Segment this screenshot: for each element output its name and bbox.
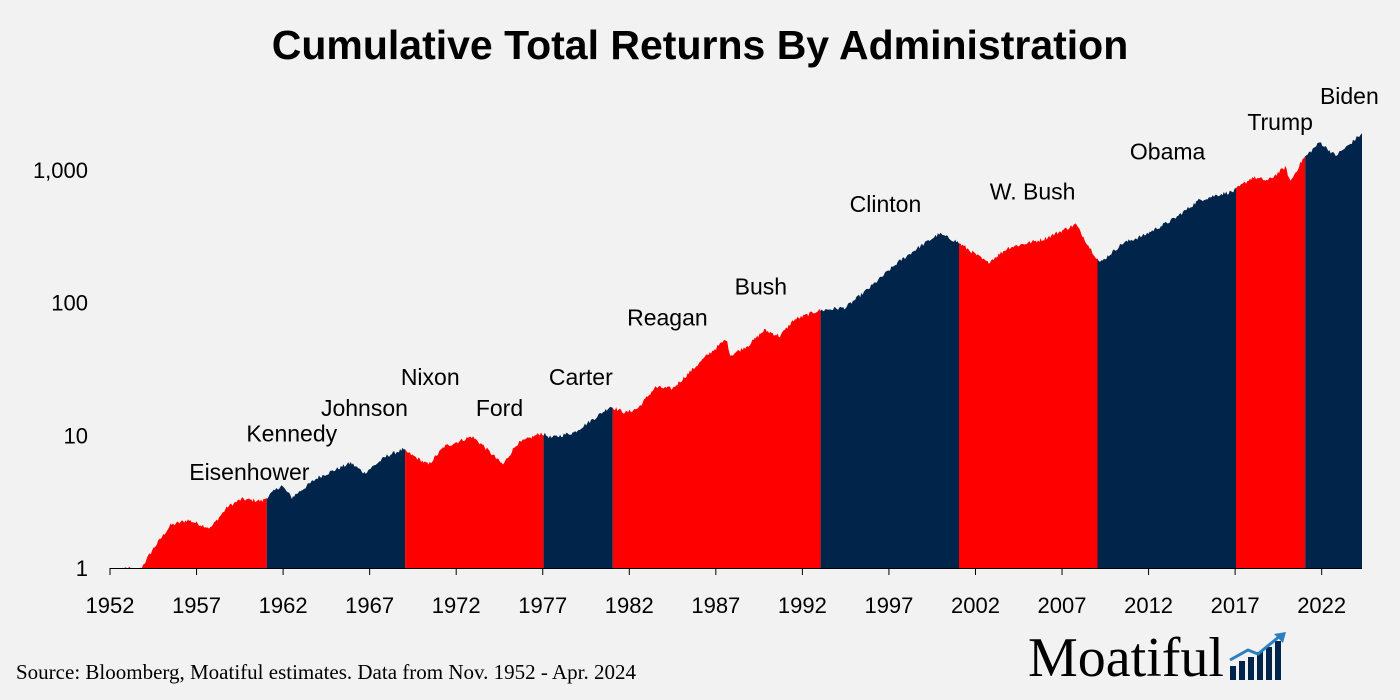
administration-area <box>124 497 267 568</box>
administration-area <box>1305 133 1362 568</box>
administration-label: Reagan <box>627 305 708 331</box>
administration-label: Kennedy <box>246 420 337 446</box>
x-axis-ticks: 1952 1957 1962 1967 1972 1977 1982 1987 1992 1997… <box>86 568 1362 618</box>
administration-label: Clinton <box>850 191 922 217</box>
x-tick-label: 1997 <box>864 593 913 618</box>
y-tick-label: 1 <box>76 556 88 581</box>
x-tick-label: 1957 <box>172 593 221 618</box>
administration-area <box>405 432 544 568</box>
y-tick-label: 100 <box>51 291 88 316</box>
administration-label: Eisenhower <box>189 459 310 485</box>
administration-area <box>820 232 959 569</box>
x-tick-label: 2012 <box>1124 593 1173 618</box>
administration-label: Nixon <box>401 364 460 390</box>
administration-fills <box>124 133 1362 569</box>
x-tick-label: 2007 <box>1038 593 1087 618</box>
administration-area <box>612 308 821 568</box>
x-tick-label: 1962 <box>259 593 308 618</box>
administration-area <box>1236 156 1306 568</box>
x-tick-label: 1977 <box>518 593 567 618</box>
administration-label: Biden <box>1320 83 1379 109</box>
x-tick-label: 1967 <box>345 593 394 618</box>
administration-area <box>959 223 1098 568</box>
administration-label: Ford <box>476 395 523 421</box>
administration-area <box>1097 188 1236 569</box>
x-tick-label: 2002 <box>951 593 1000 618</box>
y-axis-ticks: 1 10 100 1,000 <box>33 158 88 581</box>
x-tick-label: 2022 <box>1297 593 1346 618</box>
moatiful-logo: Moatiful <box>1028 628 1292 688</box>
y-tick-label: 1,000 <box>33 158 88 183</box>
administration-label: Obama <box>1130 138 1206 164</box>
administration-label: Carter <box>549 364 613 390</box>
logo-wordmark: Moatiful <box>1028 627 1224 689</box>
chart-title: Cumulative Total Returns By Administrati… <box>271 22 1129 68</box>
x-tick-label: 2017 <box>1211 593 1260 618</box>
administration-label: Trump <box>1247 109 1313 135</box>
source-note: Source: Bloomberg, Moatiful estimates. D… <box>16 660 636 684</box>
administration-label: W. Bush <box>990 178 1076 204</box>
bar-chart-logo-icon <box>1229 632 1286 680</box>
x-tick-label: 1982 <box>605 593 654 618</box>
x-tick-label: 1992 <box>778 593 827 618</box>
administration-label: Bush <box>735 274 787 300</box>
x-tick-label: 1987 <box>691 593 740 618</box>
returns-chart: 1 10 100 1,000 1952 1957 1962 1967 1972 1977 1982… <box>33 83 1379 618</box>
y-tick-label: 10 <box>64 423 88 448</box>
x-tick-label: 1972 <box>432 593 481 618</box>
administration-label: Johnson <box>321 395 408 421</box>
x-tick-label: 1952 <box>86 593 135 618</box>
administration-area <box>543 406 613 568</box>
administration-area <box>266 447 406 568</box>
